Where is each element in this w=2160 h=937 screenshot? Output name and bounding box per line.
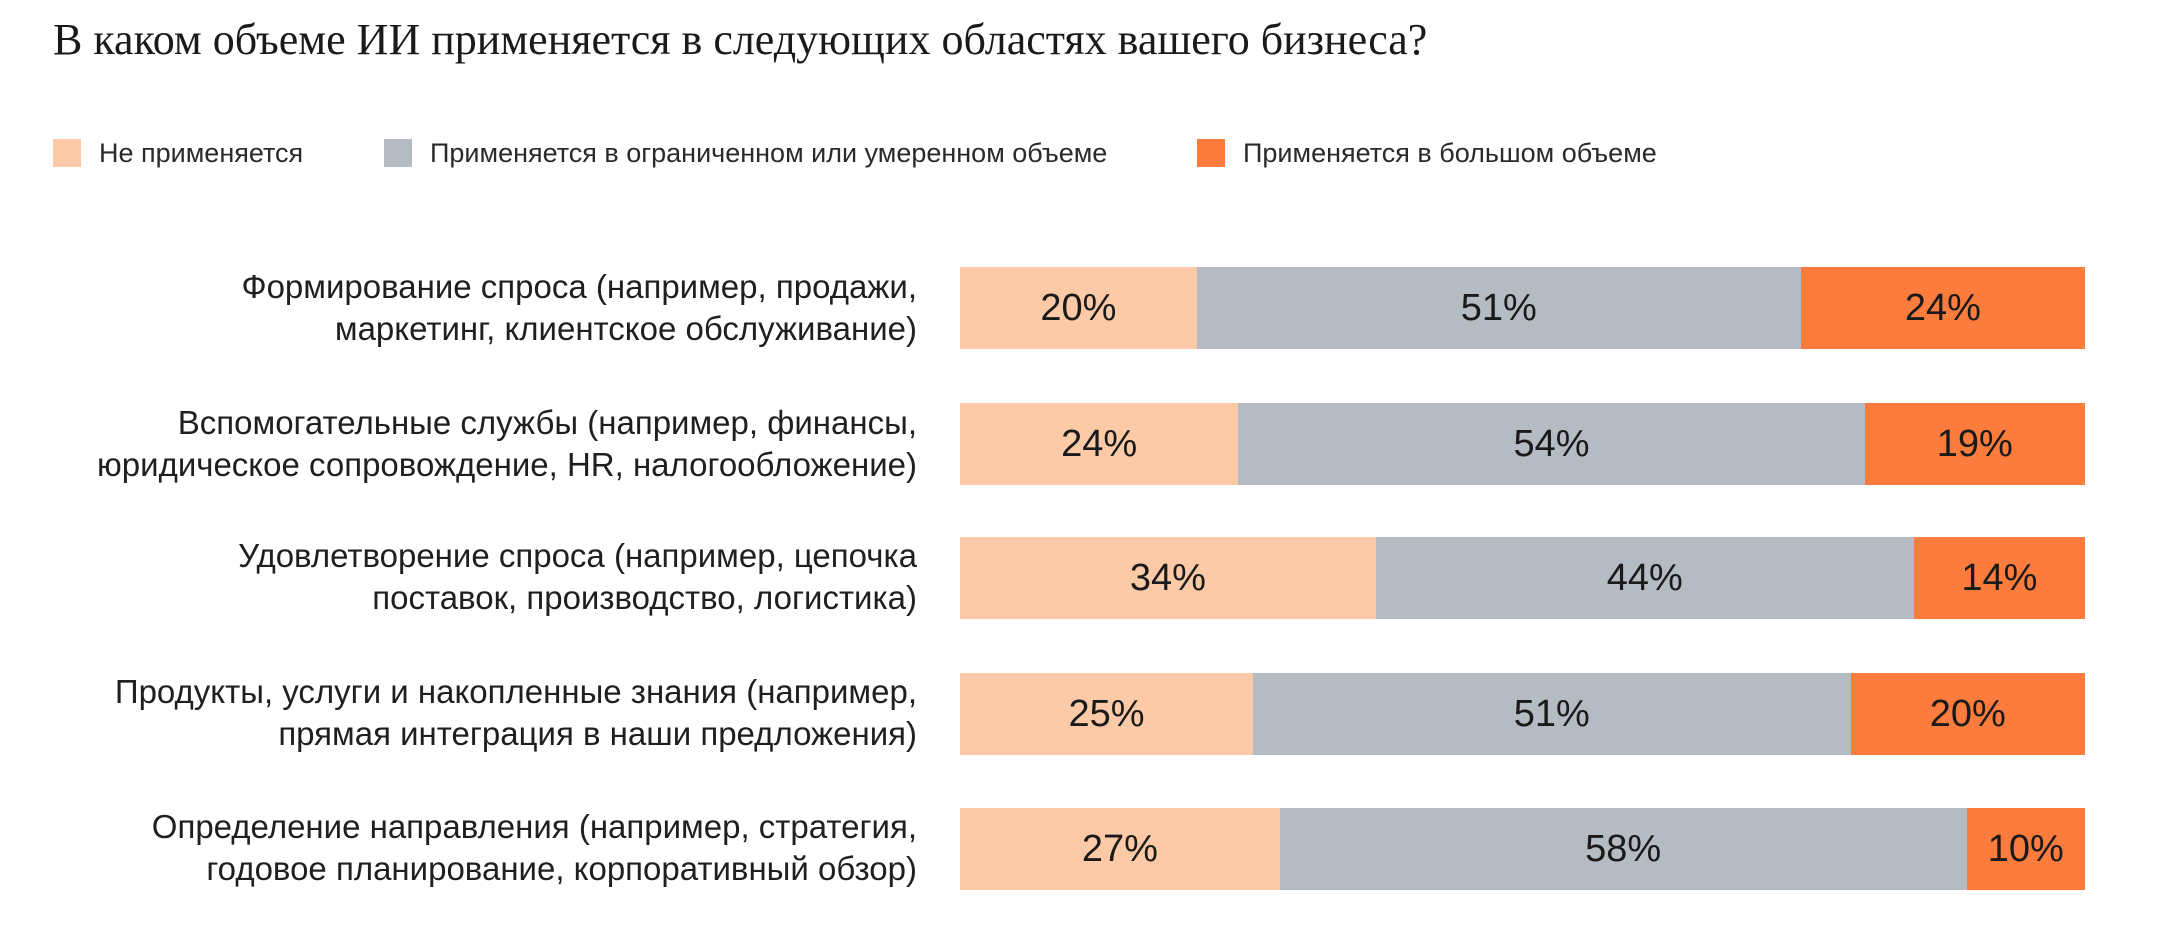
category-label: Удовлетворение спроса (например, цепочка… <box>17 535 917 619</box>
category-label-line: Удовлетворение спроса (например, цепочка <box>238 537 917 574</box>
bar-row: 34% 44% 14% <box>960 537 2085 619</box>
category-label: Вспомогательные службы (например, финанс… <box>17 402 917 486</box>
category-label-line: Вспомогательные службы (например, финанс… <box>177 404 917 441</box>
category-label-line: прямая интеграция в наши предложения) <box>278 715 917 752</box>
category-label-line: Формирование спроса (например, продажи, <box>241 268 917 305</box>
bar-segment: 14% <box>1913 537 2085 619</box>
category-label: Формирование спроса (например, продажи, … <box>17 266 917 350</box>
legend-swatch <box>53 139 81 167</box>
bar-segment: 25% <box>960 673 1253 755</box>
bar-row: 27% 58% 10% <box>960 808 2085 890</box>
bar-segment: 51% <box>1196 267 1801 349</box>
legend-item-limited-use: Применяется в ограниченном или умеренном… <box>384 133 1107 173</box>
category-label-line: маркетинг, клиентское обслуживание) <box>334 310 917 347</box>
bar-row: 20% 51% 24% <box>960 267 2085 349</box>
bar-row: 25% 51% 20% <box>960 673 2085 755</box>
category-label: Продукты, услуги и накопленные знания (н… <box>17 671 917 755</box>
bar-segment: 19% <box>1864 403 2085 485</box>
category-label: Определение направления (например, страт… <box>17 806 917 890</box>
bar-segment: 20% <box>960 267 1197 349</box>
bar-segment: 44% <box>1375 537 1914 619</box>
bar-row: 24% 54% 19% <box>960 403 2085 485</box>
bar-segment: 24% <box>960 403 1239 485</box>
category-label-line: Продукты, услуги и накопленные знания (н… <box>114 673 917 710</box>
chart-title: В каком объеме ИИ применяется в следующи… <box>53 15 1428 64</box>
bar-segment: 51% <box>1252 673 1851 755</box>
category-label-line: Определение направления (например, страт… <box>151 808 917 845</box>
bar-segment: 24% <box>1800 267 2085 349</box>
bar-segment: 58% <box>1279 808 1967 890</box>
legend-label: Применяется в ограниченном или умеренном… <box>430 137 1108 168</box>
legend-swatch <box>384 139 412 167</box>
bar-segment: 54% <box>1238 403 1865 485</box>
bar-segment: 27% <box>960 808 1280 890</box>
legend-item-extensive-use: Применяется в большом объеме <box>1197 133 1657 173</box>
bar-segment: 20% <box>1850 673 2085 755</box>
category-label-line: поставок, производство, логистика) <box>372 579 917 616</box>
legend-item-not-used: Не применяется <box>53 133 303 173</box>
legend-label: Не применяется <box>99 137 304 168</box>
category-label-line: годовое планирование, корпоративный обзо… <box>206 850 917 887</box>
legend-swatch <box>1197 139 1225 167</box>
bar-segment: 10% <box>1966 808 2085 890</box>
category-label-line: юридическое сопровождение, HR, налогообл… <box>97 446 917 483</box>
bar-segment: 34% <box>960 537 1376 619</box>
legend-label: Применяется в большом объеме <box>1243 137 1657 168</box>
